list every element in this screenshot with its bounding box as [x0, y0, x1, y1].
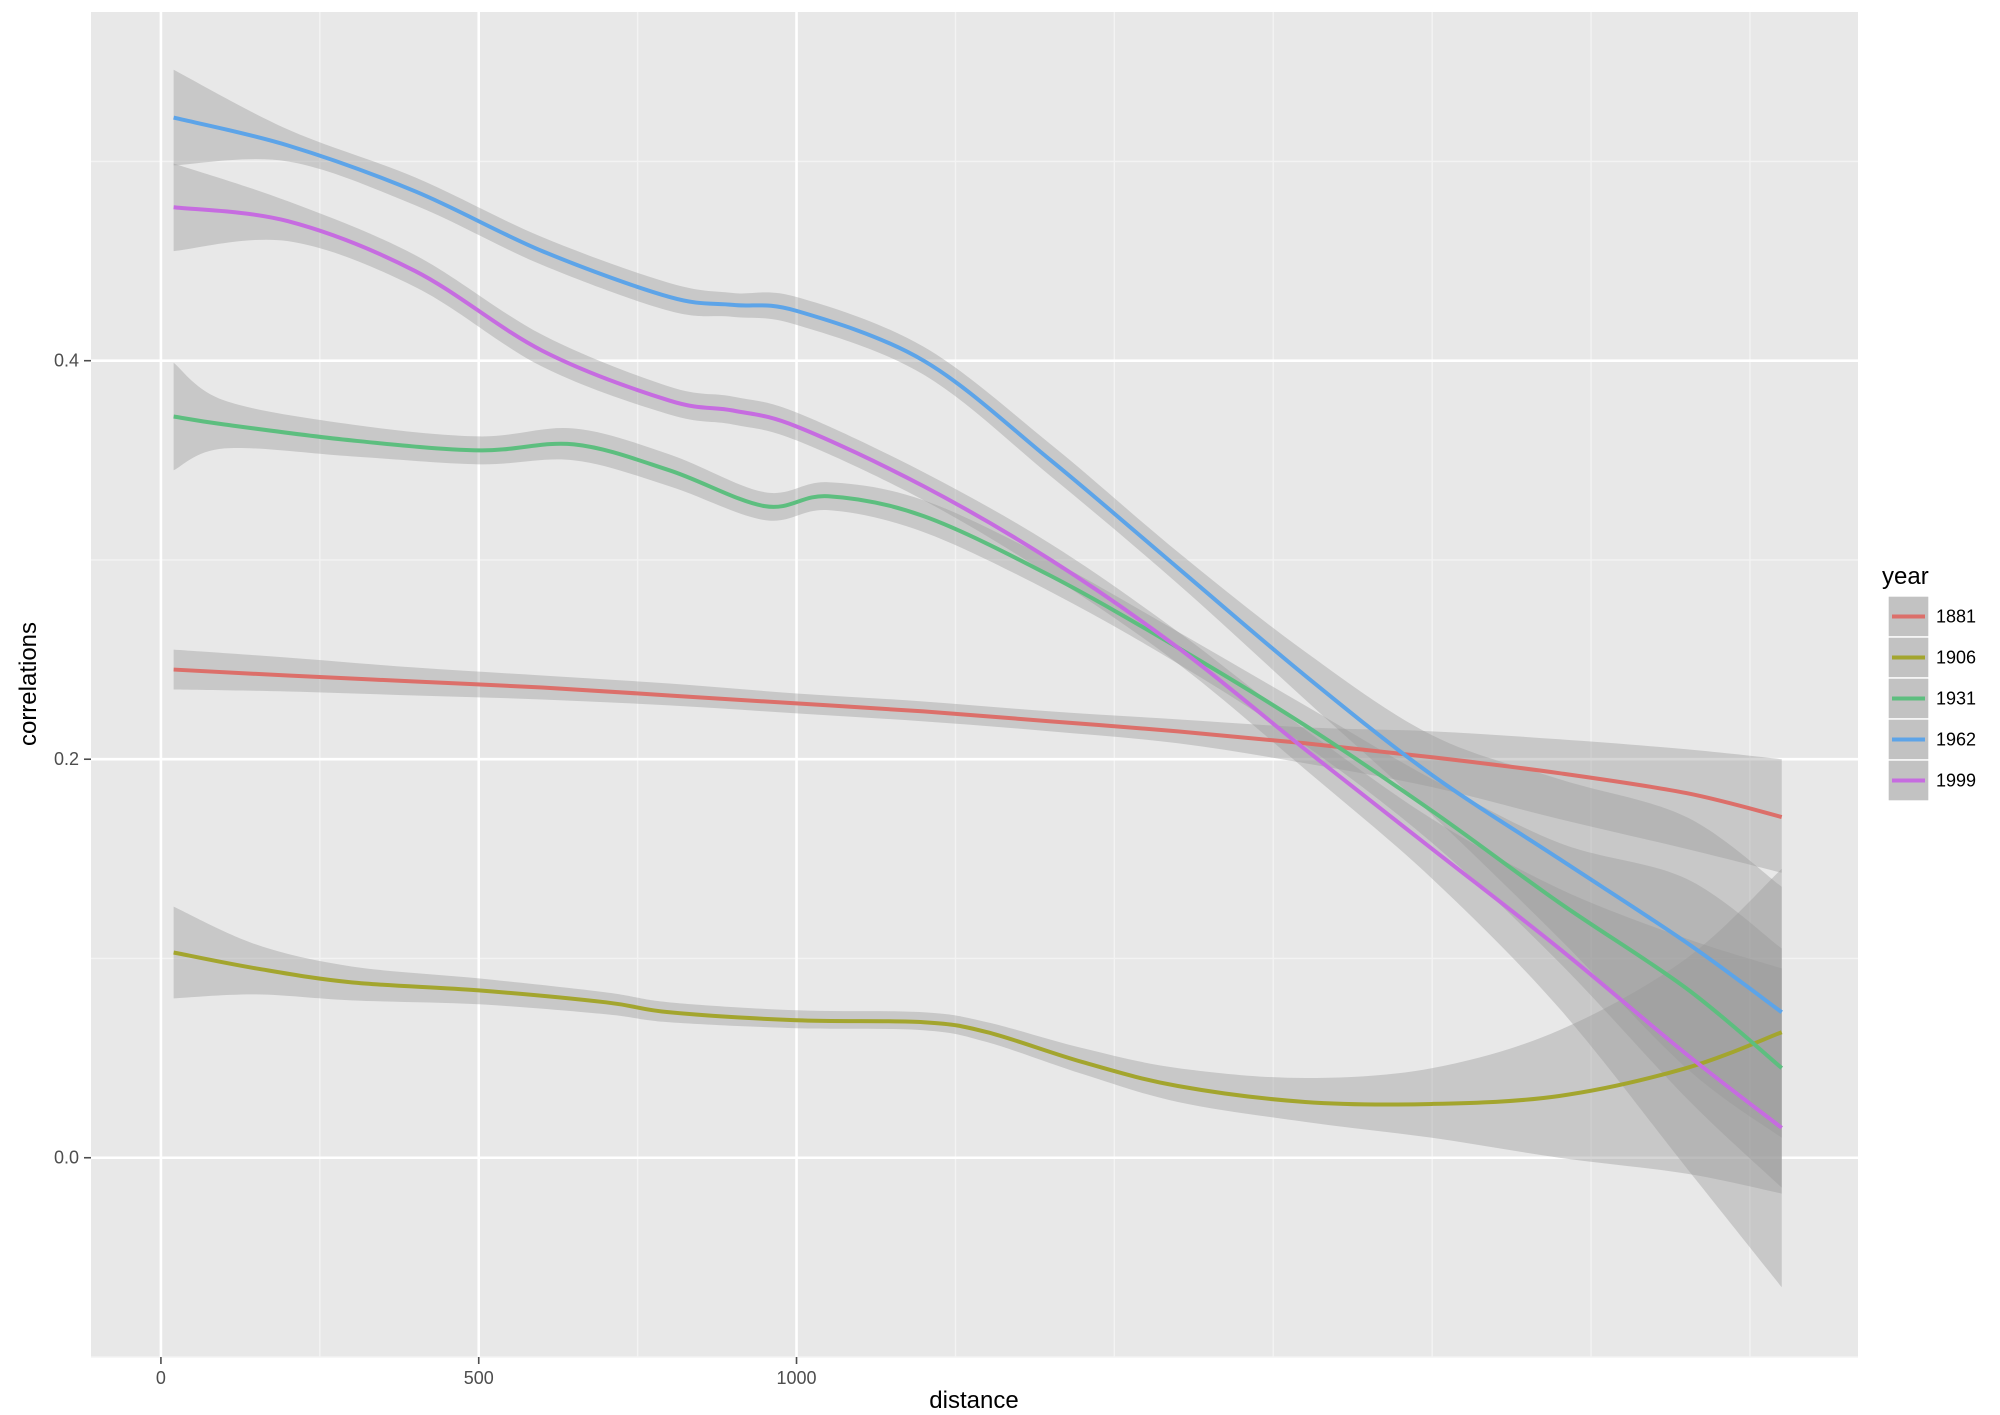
y-axis-title: correlations [15, 622, 42, 746]
x-axis-ticks: 0 500 1000 [156, 1357, 817, 1388]
series-line-1962 [173, 115, 1783, 1014]
series-line-1931 [173, 414, 1784, 1070]
legend: year 1881 1906 1931 1962 1999 [1882, 563, 1976, 802]
series-line-1999 [173, 205, 1783, 1130]
y-tick-label: 0.4 [54, 351, 79, 371]
legend-label-1999: 1999 [1936, 771, 1976, 791]
x-tick-label: 0 [156, 1368, 166, 1388]
legend-title: year [1882, 563, 1929, 590]
x-tick-label: 500 [464, 1368, 494, 1388]
plot-panel [91, 12, 1858, 1357]
legend-label-1906: 1906 [1936, 648, 1976, 668]
series-line-1881 [173, 667, 1783, 819]
legend-label-1962: 1962 [1936, 730, 1976, 750]
grid-minor [91, 12, 1858, 1358]
legend-label-1931: 1931 [1936, 689, 1976, 709]
series-lines [173, 115, 1784, 1130]
y-tick-label: 0.0 [54, 1148, 79, 1168]
x-axis-title: distance [929, 1387, 1018, 1414]
y-tick-label: 0.2 [54, 749, 79, 769]
legend-label-1881: 1881 [1936, 607, 1976, 627]
confidence-band-1931 [173, 362, 1782, 1188]
series-line-1906 [173, 950, 1783, 1107]
y-axis-ticks: 0.0 0.2 0.4 [54, 351, 91, 1168]
x-tick-label: 1000 [777, 1368, 817, 1388]
